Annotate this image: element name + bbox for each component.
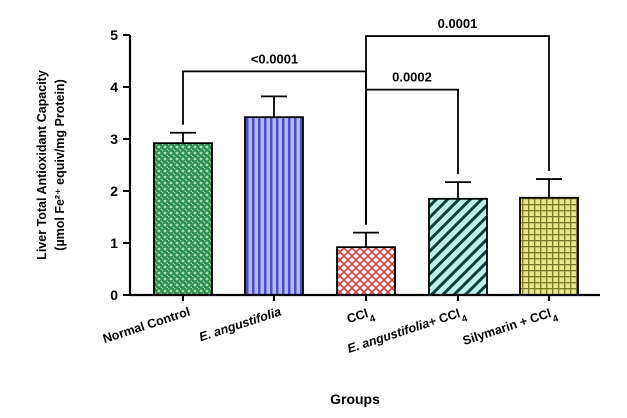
p-value-label-2: 0.0001 xyxy=(438,16,478,31)
bar-1 xyxy=(244,116,304,296)
bar-3 xyxy=(428,197,488,296)
x-axis-title: Groups xyxy=(330,391,380,407)
y-axis: 0 1 2 3 4 5 xyxy=(110,27,132,303)
significance-brackets: <0.0001 0.0002 0.0001 xyxy=(182,16,550,225)
y-tick-label: 5 xyxy=(110,27,118,43)
y-tick-label: 3 xyxy=(110,131,118,147)
y-tick-label: 1 xyxy=(110,235,118,251)
y-tick-label: 2 xyxy=(110,183,118,199)
y-axis-title-line2: (µmol Fe²⁺ equiv/mg Protein) xyxy=(53,79,67,250)
bracket-2 xyxy=(365,35,550,225)
y-axis-title-line1: Liver Total Antioxidant Capacity xyxy=(35,70,49,260)
bar-4 xyxy=(519,196,579,296)
x-tick-label-4: Silymarin + CCl4 xyxy=(461,304,560,353)
bars xyxy=(153,116,579,296)
y-tick-label: 4 xyxy=(110,79,118,95)
p-value-label-0: <0.0001 xyxy=(251,51,298,66)
p-value-label-1: 0.0002 xyxy=(392,70,432,85)
y-tick-label: 0 xyxy=(110,287,118,303)
bar-0 xyxy=(153,142,213,296)
x-tick-label-2: CCl4 xyxy=(345,304,377,331)
x-tick-label-0: Normal Control xyxy=(101,305,192,346)
error-bars xyxy=(170,95,562,248)
y-axis-title: Liver Total Antioxidant Capacity (µmol F… xyxy=(35,70,67,260)
x-tick-label-1: E. angustifolia xyxy=(197,305,283,345)
bar-2 xyxy=(336,246,396,296)
